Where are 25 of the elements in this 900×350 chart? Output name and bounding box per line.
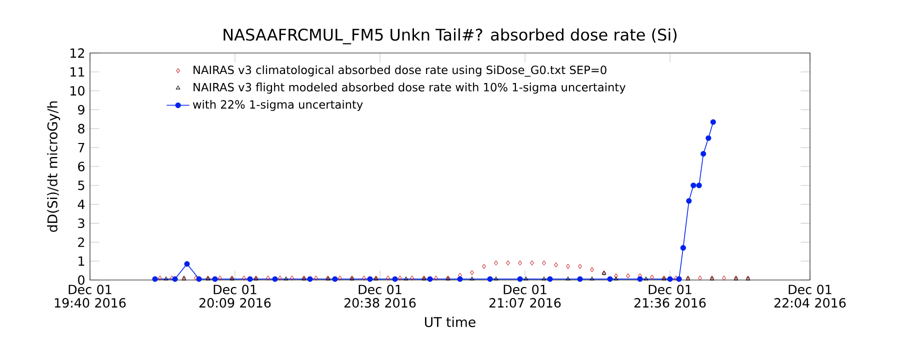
x-tick-label: Dec 01 19:40 2016 bbox=[54, 284, 126, 308]
y-tick-label: 7 bbox=[78, 142, 84, 152]
y-tick-label: 11 bbox=[70, 67, 84, 77]
chart-title: NASAAFRCMUL_FM5 Unkn Tail#? absorbed dose rate (Si) bbox=[224, 28, 677, 44]
y-tick-label: 3 bbox=[78, 218, 84, 228]
y-tick-label: 1 bbox=[78, 256, 84, 266]
y-tick-label: 12 bbox=[70, 48, 84, 58]
y-tick-label: 6 bbox=[78, 162, 84, 172]
x-tick-label: Dec 01 20:38 2016 bbox=[344, 284, 416, 308]
x-tick-label: Dec 01 20:09 2016 bbox=[199, 284, 271, 308]
x-tick-label: Dec 01 21:36 2016 bbox=[634, 284, 706, 308]
y-tick-label: 5 bbox=[78, 180, 84, 190]
legend-label: NAIRAS v3 climatological absorbed dose rate using SiDose_G0.txt SEP=0 bbox=[194, 65, 606, 77]
x-axis-title: UT time bbox=[425, 316, 476, 328]
y-tick-label: 0 bbox=[78, 275, 84, 285]
y-tick-label: 8 bbox=[78, 124, 84, 134]
y-axis-title: dD(Si)/dt microGy/h bbox=[47, 101, 60, 232]
x-tick-label: Dec 01 22:04 2016 bbox=[774, 284, 846, 308]
legend-label: with 22% 1-sigma uncertainty bbox=[192, 100, 363, 111]
y-tick-label: 4 bbox=[78, 200, 85, 209]
y-tick-label: 10 bbox=[70, 86, 84, 96]
y-tick-label: 2 bbox=[78, 237, 84, 247]
y-tick-label: 9 bbox=[78, 104, 84, 115]
x-tick-label: Dec 01 21:07 2016 bbox=[489, 284, 561, 308]
legend-label: NAIRAS v3 flight modeled absorbed dose rate with 10% 1-sigma uncertainty bbox=[194, 82, 626, 94]
